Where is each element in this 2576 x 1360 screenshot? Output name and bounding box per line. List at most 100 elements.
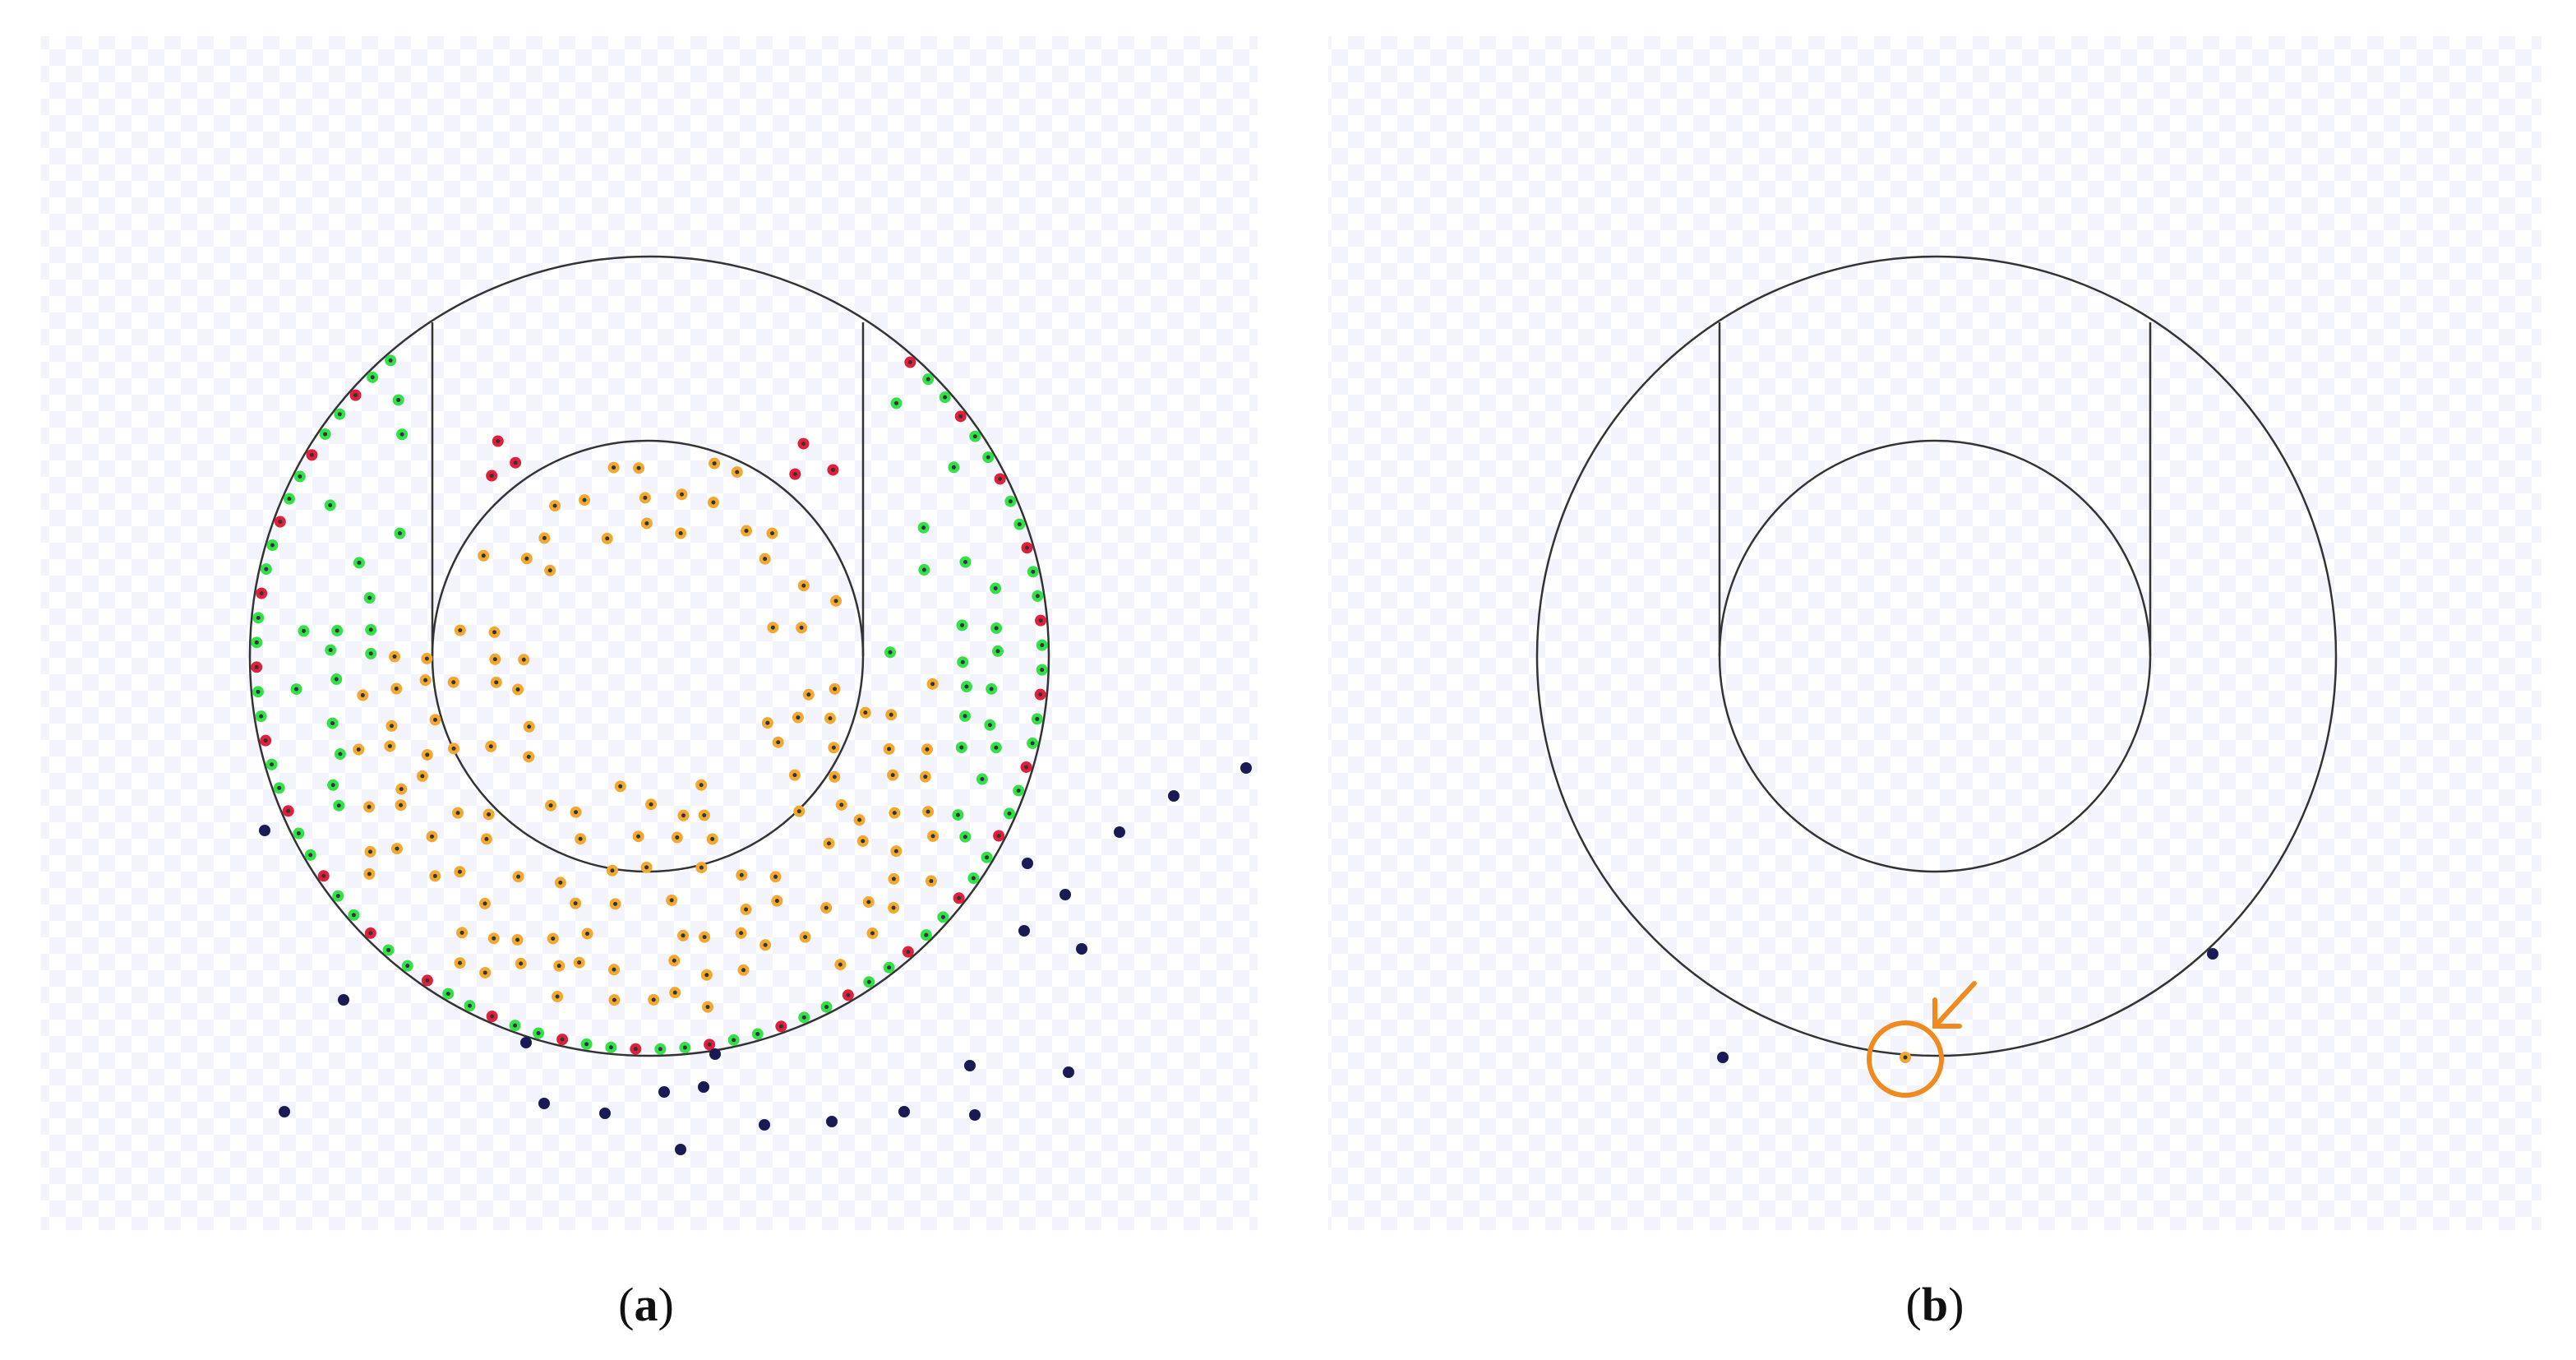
caption-a: (a): [618, 1278, 674, 1331]
particle: [317, 870, 330, 882]
particle: [252, 612, 265, 624]
particle: [293, 470, 306, 483]
particle: [771, 895, 783, 907]
particle: [1013, 784, 1025, 797]
particle: [389, 650, 401, 663]
particle: [608, 994, 621, 1006]
particle: [853, 814, 866, 826]
particle: [579, 494, 591, 507]
particle: [695, 862, 708, 874]
particle: [1034, 688, 1046, 701]
particle: [677, 809, 690, 821]
particle: [485, 740, 497, 752]
particle: [976, 773, 988, 785]
particle: [486, 470, 498, 482]
particle: [792, 711, 804, 724]
particle: [759, 1119, 770, 1131]
particle: [826, 1116, 838, 1127]
particle: [349, 389, 362, 401]
particle: [429, 714, 441, 726]
particle: [759, 553, 771, 565]
particle: [948, 461, 960, 474]
particle: [363, 592, 376, 604]
particle: [357, 689, 369, 701]
particle: [454, 866, 466, 878]
particle: [630, 1043, 642, 1055]
particle: [395, 783, 408, 795]
particle: [390, 682, 403, 695]
particle: [820, 902, 833, 914]
particle: [570, 806, 582, 818]
particle: [581, 927, 593, 940]
particle: [827, 464, 839, 476]
particle: [679, 1042, 691, 1054]
particle: [990, 582, 1002, 594]
particle: [605, 1041, 617, 1053]
panel-a: (a): [41, 36, 1258, 1331]
particle: [830, 594, 843, 607]
particle: [464, 1000, 476, 1012]
particle: [902, 946, 914, 958]
particle: [676, 488, 688, 501]
particle: [416, 770, 428, 782]
particle: [645, 798, 658, 811]
particle: [538, 532, 551, 544]
particle: [759, 939, 772, 951]
particle: [1027, 737, 1039, 749]
particle: [259, 825, 270, 836]
particle: [842, 989, 854, 1001]
particle: [260, 734, 272, 747]
particle: [331, 625, 344, 637]
particle: [727, 1034, 740, 1046]
particle: [1240, 762, 1252, 774]
particle: [456, 927, 469, 939]
particle: [515, 957, 527, 969]
particle: [554, 877, 566, 889]
particle: [707, 497, 719, 509]
particle: [385, 719, 398, 732]
particle: [675, 1144, 686, 1155]
particle: [324, 499, 336, 511]
particle: [392, 394, 404, 406]
particle: [486, 1011, 498, 1023]
particle: [490, 676, 502, 688]
caption-letter: b: [1922, 1278, 1948, 1331]
particle: [953, 892, 965, 904]
particle: [391, 843, 404, 855]
particle: [737, 964, 750, 976]
particle: [888, 902, 900, 914]
particle: [573, 956, 585, 969]
particle: [736, 869, 748, 881]
particle: [767, 622, 779, 634]
particle: [666, 894, 678, 906]
particles: [251, 354, 1252, 1155]
particle: [959, 556, 972, 568]
particle: [478, 897, 491, 909]
particle: [364, 927, 376, 939]
particle: [885, 709, 898, 721]
particle: [898, 1106, 910, 1117]
particle: [829, 770, 841, 783]
particle: [698, 809, 710, 821]
particle: [1031, 713, 1043, 725]
particle: [487, 932, 500, 945]
particle: [863, 976, 875, 988]
particle: [698, 1081, 709, 1093]
particle: [828, 742, 840, 754]
particle: [385, 354, 397, 367]
caption-b: (b): [1906, 1278, 1964, 1331]
particle: [552, 990, 564, 1002]
particle: [256, 587, 268, 599]
particle: [797, 437, 810, 450]
particle: [523, 720, 535, 733]
paren: (: [618, 1278, 634, 1331]
particle: [401, 960, 413, 972]
particle: [396, 428, 409, 441]
particle: [766, 527, 778, 539]
particle: [394, 527, 406, 539]
particle: [671, 831, 683, 844]
particle: [255, 710, 267, 723]
particle: [533, 1027, 545, 1039]
panel-background: [1328, 36, 2541, 1230]
particle: [609, 898, 621, 910]
